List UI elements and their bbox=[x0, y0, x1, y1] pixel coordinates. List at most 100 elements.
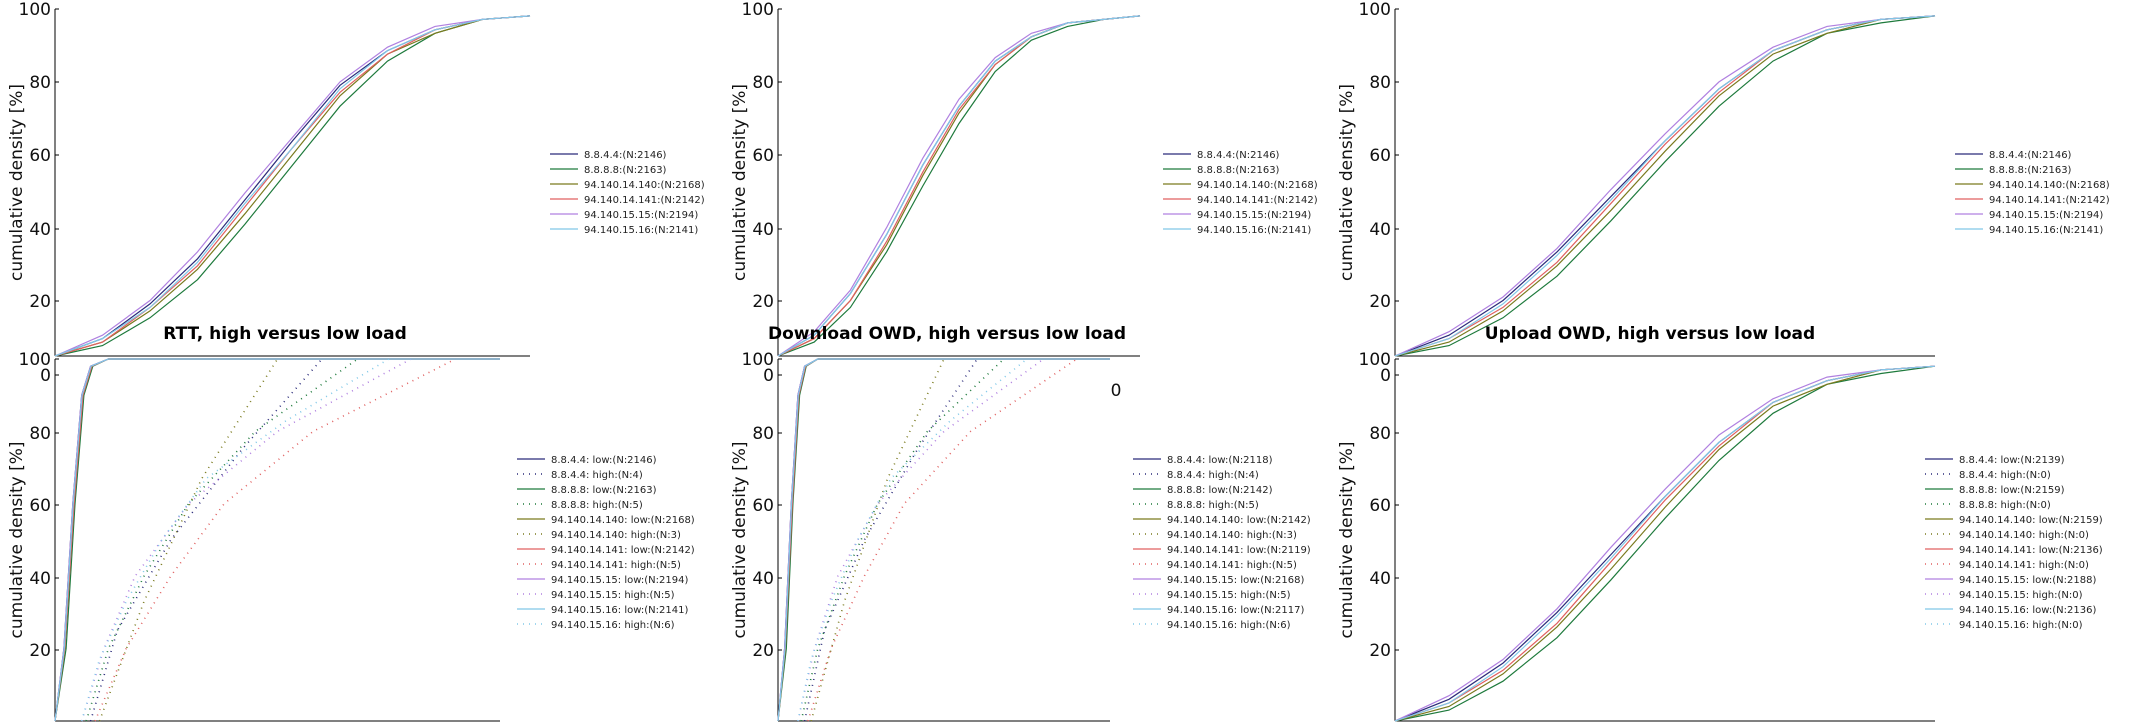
y-tick-label: 0 bbox=[763, 366, 774, 386]
series-line bbox=[54, 15, 531, 357]
series-line bbox=[54, 358, 500, 722]
series-line bbox=[777, 15, 1141, 357]
chart-title: RTT, high versus low load bbox=[163, 324, 407, 344]
y-axis-label: cumulative density [%] bbox=[1337, 441, 1357, 638]
series-line bbox=[1394, 15, 1936, 357]
chart-panel-0: 20 40 60 80 100 cumulative density [%] 8.8.4.4… bbox=[7, 0, 705, 357]
y-axis-label: cumulative density [%] bbox=[7, 441, 27, 638]
legend-label: 94.140.15.16: low:(N:2136) bbox=[1959, 605, 2096, 616]
y-tick-label: 0 bbox=[40, 366, 51, 386]
series-line bbox=[777, 15, 1141, 357]
y-tick-label: 20 bbox=[752, 641, 774, 661]
series-line bbox=[54, 15, 531, 357]
series-line bbox=[54, 358, 500, 722]
series-line bbox=[777, 358, 1110, 722]
legend-label: 94.140.14.140: high:(N:3) bbox=[1167, 530, 1297, 541]
series-line bbox=[54, 358, 500, 722]
legend-label: 94.140.14.141: low:(N:2142) bbox=[551, 545, 695, 556]
series-line bbox=[1394, 15, 1936, 357]
legend-label: 94.140.14.141: high:(N:5) bbox=[1167, 560, 1297, 571]
legend-label: 8.8.4.4: high:(N:0) bbox=[1959, 470, 2051, 481]
series-line bbox=[777, 358, 1110, 722]
legend-label: 8.8.8.8: low:(N:2142) bbox=[1167, 485, 1273, 496]
series-line bbox=[800, 358, 1005, 722]
series-line bbox=[54, 358, 500, 722]
y-tick-label: 0 bbox=[1380, 366, 1391, 386]
series-line bbox=[1394, 365, 1936, 722]
y-tick-label: 100 bbox=[742, 350, 774, 370]
legend-label: 94.140.14.141: low:(N:2119) bbox=[1167, 545, 1311, 556]
chart-title: Upload OWD, high versus low load bbox=[1485, 324, 1815, 344]
legend-label: 8.8.8.8:(N:2163) bbox=[1197, 165, 1280, 176]
legend-label: 94.140.15.16: high:(N:0) bbox=[1959, 620, 2083, 631]
y-tick-label: 80 bbox=[1369, 424, 1391, 444]
y-tick-label: 100 bbox=[1359, 0, 1391, 20]
legend-label: 94.140.15.16: high:(N:6) bbox=[1167, 620, 1291, 631]
series-line bbox=[85, 358, 359, 722]
series-line bbox=[777, 15, 1141, 357]
chart-panel-5: 0 20 40 60 80 100 cumulative density [%] 8.8.4.… bbox=[1337, 324, 2103, 722]
y-tick-label: 80 bbox=[752, 73, 774, 93]
legend-label: 94.140.15.16:(N:2141) bbox=[1989, 225, 2103, 236]
legend-label: 8.8.4.4:(N:2146) bbox=[584, 150, 667, 161]
y-tick-label: 100 bbox=[19, 350, 51, 370]
series-line bbox=[98, 358, 279, 722]
legend-label: 94.140.15.16: low:(N:2141) bbox=[551, 605, 688, 616]
y-tick-label: 60 bbox=[752, 146, 774, 166]
y-tick-label: 60 bbox=[29, 146, 51, 166]
legend-label: 94.140.15.15: high:(N:5) bbox=[1167, 590, 1291, 601]
y-axis-label: cumulative density [%] bbox=[7, 84, 27, 281]
y-tick-label: 60 bbox=[1369, 496, 1391, 516]
y-tick-label: 40 bbox=[1369, 220, 1391, 240]
legend-label: 94.140.14.140:(N:2168) bbox=[1197, 180, 1318, 191]
series-line bbox=[1394, 365, 1936, 722]
legend-label: 8.8.4.4: low:(N:2139) bbox=[1959, 455, 2065, 466]
y-tick-label: 40 bbox=[29, 220, 51, 240]
legend-label: 94.140.14.140: low:(N:2142) bbox=[1167, 515, 1311, 526]
series-line bbox=[797, 358, 1045, 722]
series-line bbox=[54, 15, 531, 357]
legend-label: 94.140.14.140:(N:2168) bbox=[1989, 180, 2110, 191]
series-line bbox=[777, 358, 1110, 722]
series-line bbox=[803, 358, 978, 722]
legend-label: 94.140.14.141:(N:2142) bbox=[584, 195, 705, 206]
legend-label: 94.140.14.141:(N:2142) bbox=[1989, 195, 2110, 206]
legend-label: 94.140.14.141: low:(N:2136) bbox=[1959, 545, 2103, 556]
series-line bbox=[777, 15, 1141, 357]
series-line bbox=[1394, 365, 1936, 722]
y-tick-label: 20 bbox=[1369, 292, 1391, 312]
legend-label: 94.140.14.140: low:(N:2168) bbox=[551, 515, 695, 526]
legend-label: 8.8.4.4: low:(N:2146) bbox=[551, 455, 657, 466]
y-tick-label: 100 bbox=[742, 0, 774, 20]
chart-panel-2: 20 40 60 80 100 cumulative density [%] 8.8.4.4… bbox=[1337, 0, 2110, 357]
series-line bbox=[1394, 365, 1936, 722]
legend-label: 94.140.15.16:(N:2141) bbox=[1197, 225, 1311, 236]
series-line bbox=[54, 15, 531, 357]
legend-label: 8.8.8.8: low:(N:2159) bbox=[1959, 485, 2065, 496]
y-tick-label: 40 bbox=[1369, 569, 1391, 589]
y-tick-label: 80 bbox=[29, 73, 51, 93]
y-tick-label: 100 bbox=[1359, 350, 1391, 370]
legend-label: 94.140.15.16:(N:2141) bbox=[584, 225, 698, 236]
legend-label: 94.140.15.15: low:(N:2188) bbox=[1959, 575, 2096, 586]
y-tick-label: 80 bbox=[1369, 73, 1391, 93]
y-tick-label: 80 bbox=[29, 424, 51, 444]
x-tick-label: 0 bbox=[1111, 381, 1122, 401]
legend-label: 94.140.15.15:(N:2194) bbox=[1989, 210, 2103, 221]
chart-title: Download OWD, high versus low load bbox=[768, 324, 1126, 344]
series-line bbox=[777, 15, 1141, 357]
y-axis-label: cumulative density [%] bbox=[730, 84, 750, 281]
legend-label: 94.140.15.16: high:(N:6) bbox=[551, 620, 675, 631]
legend-label: 8.8.8.8: low:(N:2163) bbox=[551, 485, 657, 496]
legend-label: 8.8.8.8: high:(N:0) bbox=[1959, 500, 2051, 511]
legend-label: 94.140.14.141:(N:2142) bbox=[1197, 195, 1318, 206]
y-tick-label: 100 bbox=[19, 0, 51, 20]
legend-label: 8.8.4.4:(N:2146) bbox=[1989, 150, 2072, 161]
series-line bbox=[1394, 365, 1936, 722]
series-line bbox=[1394, 15, 1936, 357]
y-axis-label: cumulative density [%] bbox=[1337, 84, 1357, 281]
legend-label: 94.140.14.140:(N:2168) bbox=[584, 180, 705, 191]
legend-label: 94.140.15.15: low:(N:2194) bbox=[551, 575, 688, 586]
series-line bbox=[777, 358, 1110, 722]
